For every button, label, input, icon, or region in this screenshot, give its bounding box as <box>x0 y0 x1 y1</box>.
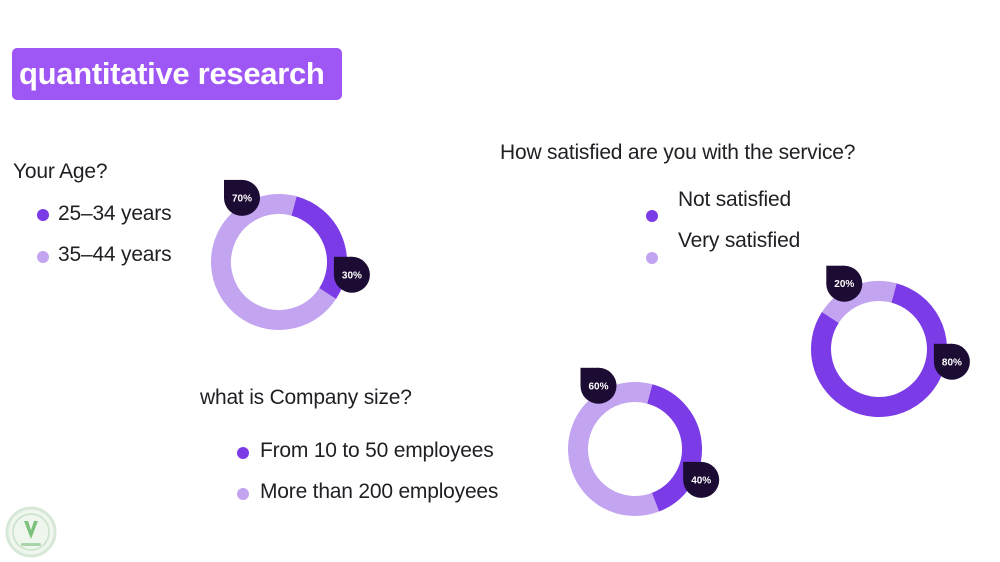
legend-dot-dark <box>646 210 658 222</box>
legend-dot-light <box>37 251 49 263</box>
age-question: Your Age? <box>13 160 108 183</box>
data-label-text: 80% <box>942 357 962 368</box>
data-label-badge: 40% <box>683 461 720 498</box>
legend-label-not-satisfied: Not satisfied <box>678 188 791 211</box>
donut-chart-0: 30% 70% <box>211 179 370 330</box>
donut-slice-0 <box>646 384 702 512</box>
data-label-text: 30% <box>342 270 362 281</box>
legend-dot-light <box>237 488 249 500</box>
legend-label-very-satisfied: Very satisfied <box>678 229 801 252</box>
legend-dot-light <box>646 252 658 264</box>
title-banner: quantitative research <box>12 48 342 100</box>
data-label-text: 60% <box>588 381 608 392</box>
donut-slice-0 <box>291 196 347 300</box>
data-label-badge: 20% <box>826 265 863 302</box>
data-label-badge: 70% <box>224 179 260 216</box>
data-label-badge: 80% <box>933 343 970 380</box>
data-label-text: 20% <box>834 279 854 290</box>
data-label-text: 70% <box>232 193 252 204</box>
donut-chart-1: 80% 20% <box>811 265 970 417</box>
legend-dot-dark <box>37 209 49 221</box>
donut-slice-1 <box>568 382 659 516</box>
data-label-text: 40% <box>691 475 711 486</box>
legend-label-10-to-50: From 10 to 50 employees <box>260 439 494 462</box>
data-label-badge: 30% <box>333 256 370 293</box>
legend-dot-dark <box>237 447 249 459</box>
page-title: quantitative research <box>19 56 325 91</box>
satisfaction-question: How satisfied are you with the service? <box>500 141 856 164</box>
watermark-logo-icon <box>5 506 57 558</box>
legend-label-age-35-44: 35–44 years <box>58 243 172 266</box>
donut-slice-0 <box>811 283 947 417</box>
legend-label-age-25-34: 25–34 years <box>58 202 172 225</box>
donut-chart-2: 40% 60% <box>568 367 720 516</box>
company-size-question: what is Company size? <box>200 386 412 409</box>
data-label-badge: 60% <box>580 367 617 404</box>
legend-label-200-plus: More than 200 employees <box>260 480 499 503</box>
